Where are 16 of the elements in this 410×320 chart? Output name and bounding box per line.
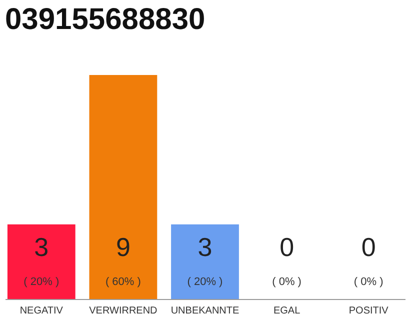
annotation: ( 20% ) (24, 276, 60, 288)
data-label: 0 (280, 232, 294, 262)
data-label: 3 (34, 232, 49, 262)
annotation: ( 0% ) (354, 276, 384, 288)
annotation: ( 0% ) (272, 276, 302, 288)
x-tick-label: UNBEKANNTE (170, 306, 240, 316)
annotation: ( 20% ) (187, 276, 223, 288)
data-label: 9 (116, 232, 130, 262)
x-tick-label: NEGATIV (20, 306, 64, 316)
data-label: 3 (198, 232, 212, 262)
x-tick-label: EGAL (273, 306, 301, 316)
x-tick-label: POSITIV (348, 306, 389, 316)
annotation: ( 60% ) (105, 276, 141, 288)
x-tick-label: VERWIRREND (89, 306, 158, 316)
data-label: 0 (361, 232, 376, 262)
chart-title: 039155688830 (5, 3, 206, 36)
